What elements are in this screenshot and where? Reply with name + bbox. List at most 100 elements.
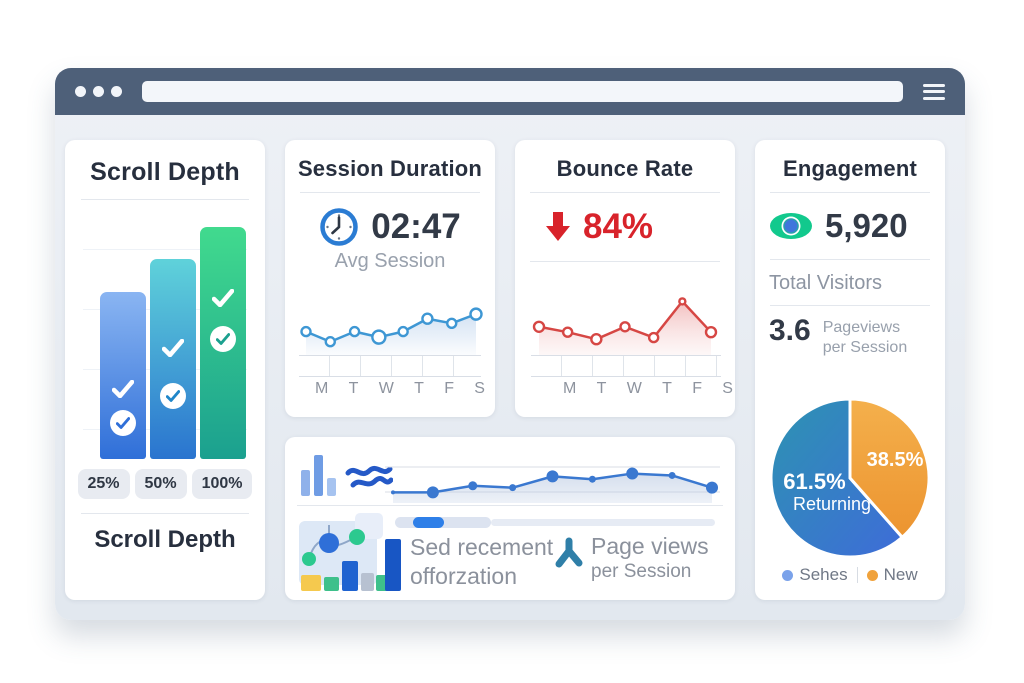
dashboard: Scroll Depth [55,115,965,620]
day-label: M [315,380,329,397]
day-label: M [563,380,577,397]
card-title: Bounce Rate [556,156,694,181]
check-circle-icon [210,326,236,352]
slider-handle[interactable] [413,517,444,528]
card-session-duration: Session Duration 02:47 Avg Session [285,140,495,417]
url-bar[interactable] [142,81,903,102]
day-label: T [662,380,672,397]
axis-band [299,355,481,377]
scroll-depth-bar-chart [83,214,247,459]
browser-topbar [55,68,965,115]
legend-separator [856,567,858,583]
hamburger-icon [923,96,945,100]
card-footer-label: Scroll Depth [94,526,236,553]
day-label: T [596,380,607,397]
session-metric: 02:47 [285,207,495,247]
day-label: F [444,380,454,397]
axis-band [531,355,721,377]
pie-label-returning-pct: 61.5% [783,469,846,494]
threshold-pill-100[interactable]: 100% [191,469,253,499]
divider [81,199,249,200]
window-dot[interactable] [93,86,104,97]
session-caption: Avg Session [334,250,446,272]
overview-line-chart [385,466,720,503]
card-title: Scroll Depth [90,158,240,186]
divider [530,261,720,262]
pageviews-value: 3.6 [769,314,811,347]
legend-item-new[interactable]: New [866,565,918,585]
overview-caption: Sed recement offorzation [410,534,554,590]
day-label: W [378,380,394,397]
hamburger-icon [923,90,945,93]
progress-slider[interactable] [395,517,715,530]
divider [770,259,930,260]
threshold-pills: 25% 50% 100% [65,469,265,499]
card-bounce-rate: Bounce Rate 84% [515,140,735,417]
day-label: S [474,380,485,397]
pageviews-metric: 3.6 Pageviews per Session [755,316,945,358]
bounce-rate-value: 84% [583,207,654,246]
check-circle-icon [110,410,136,436]
divider [297,505,723,506]
day-labels: M T W T F S [563,380,733,398]
session-line-chart [300,307,483,355]
legend-item-returning[interactable]: Sehes [782,565,848,585]
legend-dot-orange [866,569,878,581]
arrow-down-icon [546,212,570,241]
pie-legend: Sehes New [755,565,945,585]
threshold-pill-50[interactable]: 50% [134,469,187,499]
day-label: F [692,380,702,397]
check-icon [212,289,234,307]
divider [300,192,480,193]
overview-metric-label: Page views per Session [591,533,709,582]
check-icon [162,339,184,357]
card-overview: Sed recement offorzation Page views per … [285,437,735,600]
day-labels: M T W T F S [315,380,485,398]
divider [81,513,249,514]
pie-label-returning-name: Returning [792,494,872,514]
pageviews-label: Pageviews per Session [822,319,908,356]
browser-window: Scroll Depth [55,68,965,620]
card-scroll-depth: Scroll Depth [65,140,265,600]
bounce-line-chart [532,297,718,355]
window-dot[interactable] [75,86,86,97]
scribble-arrows-icon [345,465,393,488]
bar-50-percent [150,259,196,459]
check-icon [112,380,134,398]
bounce-metric: 84% [515,207,735,247]
bar-25-percent [100,292,146,459]
day-label: T [348,380,359,397]
mini-dashboard-illustration [299,513,401,591]
card-engagement: Engagement 5,920 Total Visitors 3.6 [755,140,945,600]
session-duration-value: 02:47 [371,207,461,246]
bar-100-percent [200,227,246,459]
window-controls [75,86,122,97]
check-circle-icon [160,383,186,409]
eye-icon [770,213,812,239]
day-label: T [414,380,424,397]
divider [530,192,720,193]
gridline [83,249,247,250]
branch-icon [555,537,583,568]
day-label: W [626,380,642,397]
day-label: S [722,380,733,397]
threshold-pill-25[interactable]: 25% [77,469,130,499]
divider [770,192,930,193]
total-visitors-value: 5,920 [825,207,908,244]
visitors-metric: 5,920 [755,207,945,245]
divider [770,305,930,306]
hamburger-icon [923,83,945,87]
pie-label-new-pct: 38.5% [866,449,924,471]
pie-chart-svg [769,397,931,559]
bar-chart-icon [301,455,336,496]
card-title: Session Duration [297,156,483,181]
clock-icon [320,208,358,246]
menu-button[interactable] [923,83,945,100]
total-visitors-label: Total Visitors [769,272,883,294]
window-dot[interactable] [111,86,122,97]
card-title: Engagement [782,156,918,181]
legend-dot-blue [782,569,794,581]
slider-track-thin [491,519,715,526]
visitors-pie-chart: 38.5% 61.5% Returning [764,392,936,564]
